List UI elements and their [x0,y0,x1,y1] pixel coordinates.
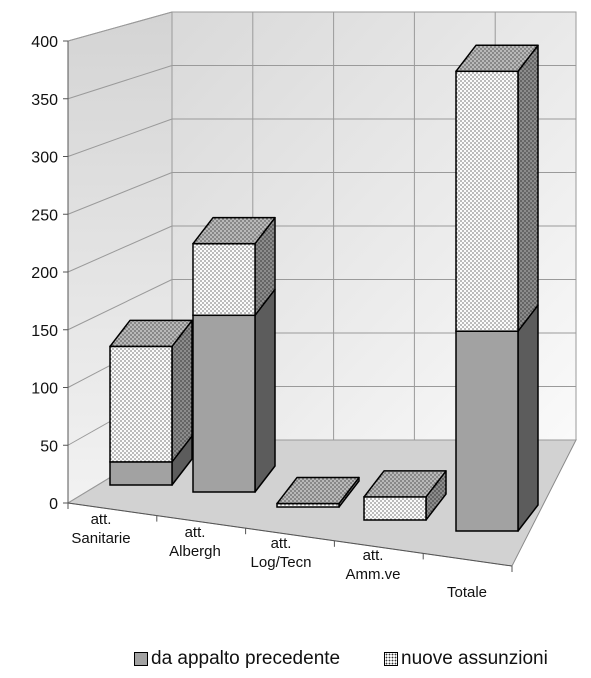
bar [455,70,519,332]
bar [363,496,427,521]
bar [192,314,256,493]
bar-segment [455,304,539,532]
category-label: att. Log/Tecn [251,535,312,571]
bar-top [363,470,447,498]
legend-item-previous-contract: da appalto precedente [134,648,340,670]
category-label: att. Albergh [169,524,221,560]
value-tick-label: 100 [31,381,58,398]
gridline [67,118,173,157]
category-label: Totale [447,584,487,601]
legend-label: da appalto precedente [151,648,341,669]
bar-segment [455,44,539,332]
bar-stack [276,476,360,508]
value-tick-label: 250 [31,207,58,224]
category-labels: att. Sanitarie att. Albergh att. Log/Tecn att.… [71,511,487,601]
bar [455,330,519,532]
bar-side [517,304,539,532]
legend-swatch-solid [134,652,148,666]
bar-top [455,44,539,73]
bar-top [109,319,193,348]
value-axis [63,40,513,572]
legend-label: nuove assunzioni [401,648,548,669]
bar-segment [276,476,360,508]
value-tick-label: 150 [31,323,58,340]
bar [192,242,256,317]
gridline [67,65,173,100]
value-tick-label: 400 [31,34,58,51]
legend-swatch-dotted [384,652,398,666]
value-tick-label: 350 [31,92,58,109]
bar-top [276,476,360,505]
bar-stack [363,470,447,521]
bar-segment [109,319,193,463]
value-tick-label: 0 [49,496,58,513]
category-label: att. Sanitarie [71,511,130,547]
bar-side [254,288,276,493]
bar [109,345,173,463]
bar [109,461,173,486]
category-axis-line [67,502,513,567]
value-tick-label: 300 [31,150,58,167]
category-label: att. Amm.ve [345,547,400,583]
legend: da appalto precedente nuove assunzioni [0,648,591,674]
gridline [67,279,173,331]
bar-top [192,216,276,245]
gridline [67,11,173,42]
value-tick-labels: 0 50 100 150 200 250 300 350 400 [31,34,58,513]
bar-side [517,44,539,332]
value-tick-label: 200 [31,265,58,282]
bar-stack [192,216,276,493]
bars [109,44,539,532]
gridline [67,225,173,273]
legend-item-new-hires: nuove assunzioni [384,648,548,670]
value-tick-label: 50 [40,438,58,455]
bar-stack [455,44,539,532]
gridline [67,172,173,215]
bar-segment [192,288,276,493]
bar-stack [109,319,193,486]
bar-segment [192,216,276,317]
bar-segment [363,470,447,521]
